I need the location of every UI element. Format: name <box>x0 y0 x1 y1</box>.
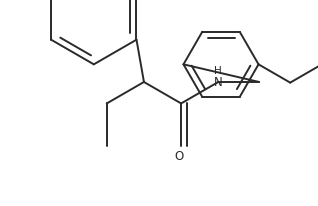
Text: N: N <box>214 76 223 89</box>
Text: H: H <box>214 66 222 76</box>
Text: O: O <box>174 149 183 162</box>
